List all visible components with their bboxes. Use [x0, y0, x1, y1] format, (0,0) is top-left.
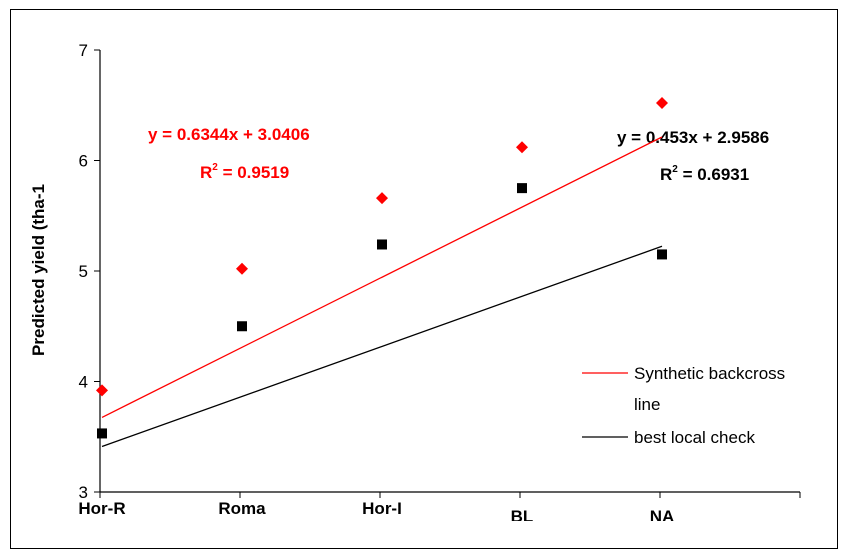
r2-synthetic-value: = 0.9519 [218, 163, 289, 182]
point-series-1-1 [237, 321, 247, 332]
y-tick-label-4: 7 [79, 41, 88, 60]
trendline-series-0 [101, 136, 663, 418]
legend-label-synthetic-line1: Synthetic backcross [634, 364, 785, 383]
y-tick-label-0: 3 [79, 483, 88, 502]
y-tick-label-3: 6 [79, 152, 88, 171]
point-series-0-4 [656, 97, 668, 110]
point-series-1-0 [97, 428, 107, 439]
equation-synthetic: y = 0.6344x + 3.0406 [148, 125, 310, 144]
y-tick-label-1: 4 [79, 373, 88, 392]
point-series-1-2 [377, 239, 387, 250]
point-series-0-3 [516, 141, 528, 154]
y-tick-label-2: 5 [79, 262, 88, 281]
trendline-series-1 [101, 245, 663, 448]
legend-label-synthetic-line2: line [634, 395, 660, 414]
x-category-label-0: Hor-R [78, 499, 125, 518]
r2-local-sup: 2 [672, 164, 678, 175]
r2-synthetic-label: R [200, 163, 212, 182]
point-series-0-2 [376, 192, 388, 205]
chart-svg: 3 4 5 6 7 Hor-R Roma Hor-I BL NA Predicted yield … [29, 41, 801, 521]
x-category-label-4: NA [650, 507, 675, 521]
r2-synthetic: R2 = 0.9519 [200, 162, 289, 182]
point-series-1-3 [517, 183, 527, 194]
legend: Synthetic backcross line best local chec… [582, 364, 785, 447]
equation-local-check: y = 0.453x + 2.9586 [617, 128, 769, 147]
x-category-label-2: Hor-I [362, 499, 402, 518]
point-series-0-0 [96, 384, 108, 397]
legend-label-local-check: best local check [634, 428, 755, 447]
r2-local-check: R2 = 0.6931 [660, 164, 749, 184]
r2-local-value: = 0.6931 [678, 165, 749, 184]
point-series-1-4 [657, 249, 667, 260]
r2-local-label: R [660, 165, 672, 184]
x-category-label-1: Roma [218, 499, 266, 518]
r2-synthetic-sup: 2 [212, 162, 218, 173]
y-axis-label: Predicted yield (tha-1 [29, 184, 48, 356]
x-category-label-3: BL [511, 507, 534, 521]
point-series-0-1 [236, 262, 248, 275]
